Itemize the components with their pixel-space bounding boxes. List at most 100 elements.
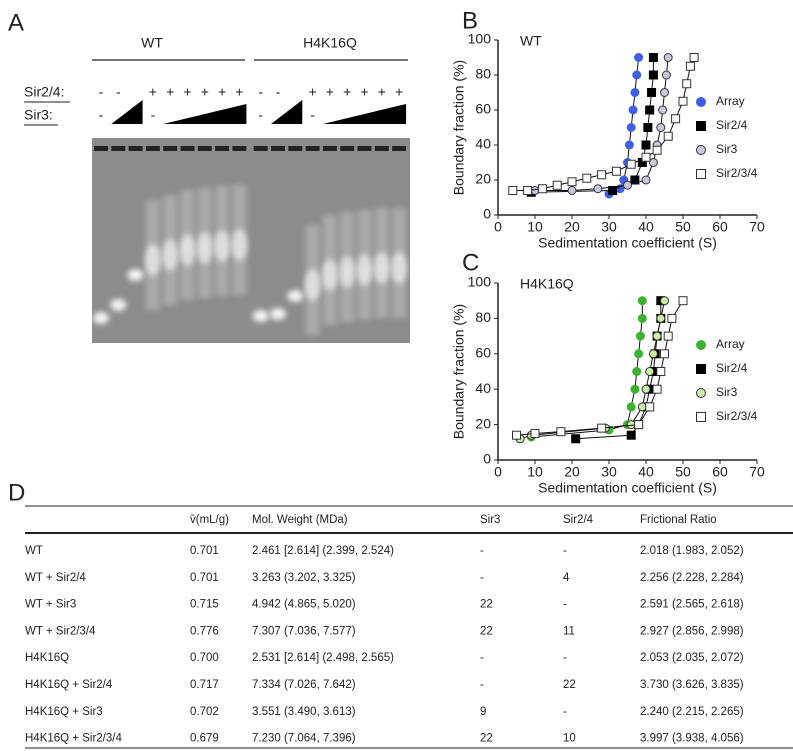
table-cell: 22: [480, 599, 493, 611]
panel-letter: C: [462, 249, 479, 276]
data-point: [656, 313, 666, 323]
gel-band: [339, 256, 356, 288]
gel-group-label: WT: [141, 35, 163, 51]
table-cell: 0.701: [190, 545, 219, 557]
gel: [92, 138, 410, 343]
gel-well: [215, 146, 230, 151]
table-cell: 9: [480, 706, 486, 718]
legend-marker: [696, 97, 706, 107]
x-tick-label: 20: [564, 464, 580, 480]
gel-well: [128, 146, 143, 151]
data-point: [652, 331, 662, 341]
data-point: [623, 180, 632, 190]
lane-label: +: [326, 84, 334, 100]
data-point: [637, 402, 647, 412]
table-cell: H4K16Q + Sir2/3/4: [25, 733, 122, 745]
x-tick-label: 60: [712, 219, 728, 235]
data-point: [645, 367, 655, 376]
table-cell: -: [480, 652, 484, 664]
y-tick-label: 100: [468, 31, 492, 47]
data-point: [643, 123, 653, 132]
x-tick-label: 30: [601, 219, 617, 235]
x-tick-label: 20: [564, 219, 580, 235]
table-cell: -: [563, 545, 567, 557]
data-point: [641, 140, 651, 150]
legend-label: Array: [716, 94, 745, 108]
table-header: Frictional Ratio: [640, 514, 717, 526]
data-point: [556, 427, 566, 437]
y-tick-label: 20: [475, 415, 491, 431]
panel-letter: D: [8, 479, 25, 506]
data-point: [663, 331, 673, 341]
table-cell: H4K16Q + Sir3: [25, 706, 103, 718]
row-label: Sir2/4:: [24, 84, 64, 100]
table-cell: 3.263 (3.202, 3.325): [252, 572, 356, 584]
table-cell: WT + Sir3: [25, 599, 76, 611]
data-point: [530, 186, 540, 195]
x-tick-label: 0: [494, 219, 502, 235]
legend-label: Sir2/4: [716, 361, 748, 375]
data-point: [660, 88, 669, 97]
table-cell: -: [563, 706, 567, 718]
table-cell: 22: [480, 625, 493, 637]
legend-marker: [696, 169, 706, 179]
data-point: [648, 158, 658, 167]
table-cell: 7.334 (7.026, 7.642): [252, 679, 356, 691]
data-point: [663, 53, 673, 62]
data-point: [593, 184, 603, 194]
gel-band: [196, 232, 213, 264]
data-point: [663, 131, 673, 141]
legend-marker: [696, 412, 706, 422]
data-point: [637, 313, 647, 323]
gel-band: [144, 244, 161, 276]
data-point: [567, 186, 577, 195]
fit-line: [608, 57, 640, 195]
data-point: [671, 114, 681, 124]
data-point: [611, 166, 621, 176]
table-cell: 22: [563, 679, 576, 691]
data-point: [630, 384, 640, 394]
row-label: Sir3:: [24, 107, 53, 123]
legend-marker: [696, 364, 706, 374]
gel-well: [197, 146, 212, 151]
data-point: [626, 159, 636, 169]
x-tick-label: 40: [638, 464, 654, 480]
table-cell: -: [480, 572, 484, 584]
lane-label: +: [149, 84, 157, 100]
data-point: [626, 123, 636, 132]
table-cell: 0.715: [190, 599, 219, 611]
data-point: [641, 384, 651, 394]
gel-band: [179, 234, 196, 266]
gel-well: [322, 146, 337, 151]
gel-band: [373, 252, 390, 284]
y-axis-label: Boundary fraction (%): [451, 60, 467, 195]
legend-marker: [696, 121, 706, 131]
data-point: [658, 105, 668, 115]
legend-marker: [696, 340, 706, 350]
x-tick-label: 70: [749, 219, 765, 235]
data-point: [647, 88, 657, 97]
table: v̄(mL/g) Mol. Weight (MDa) Sir3 Sir2/4 Frict…: [25, 505, 793, 749]
table-cell: 22: [480, 733, 493, 745]
data-point: [571, 434, 581, 444]
data-point: [630, 175, 640, 185]
gel-well: [271, 146, 285, 151]
table-cell: -: [563, 652, 567, 664]
lane-label: -: [258, 84, 263, 100]
table-cell: 7.230 (7.064, 7.396): [252, 733, 356, 745]
x-tick-label: 70: [749, 464, 765, 480]
x-tick-label: 50: [675, 219, 691, 235]
data-point: [626, 430, 636, 440]
data-point: [508, 186, 518, 195]
table-header: Sir2/4: [563, 514, 594, 526]
legend-marker: [696, 145, 706, 155]
table-cell: 2.927 (2.856, 2.998): [640, 625, 744, 637]
table-cell: 11: [563, 625, 575, 637]
gel-well: [288, 146, 303, 151]
table-cell: 0.679: [190, 733, 219, 745]
data-point: [567, 177, 577, 187]
panel-letter: B: [462, 7, 478, 34]
x-tick-label: 10: [527, 464, 543, 480]
data-point: [582, 173, 592, 183]
data-point: [682, 79, 692, 89]
